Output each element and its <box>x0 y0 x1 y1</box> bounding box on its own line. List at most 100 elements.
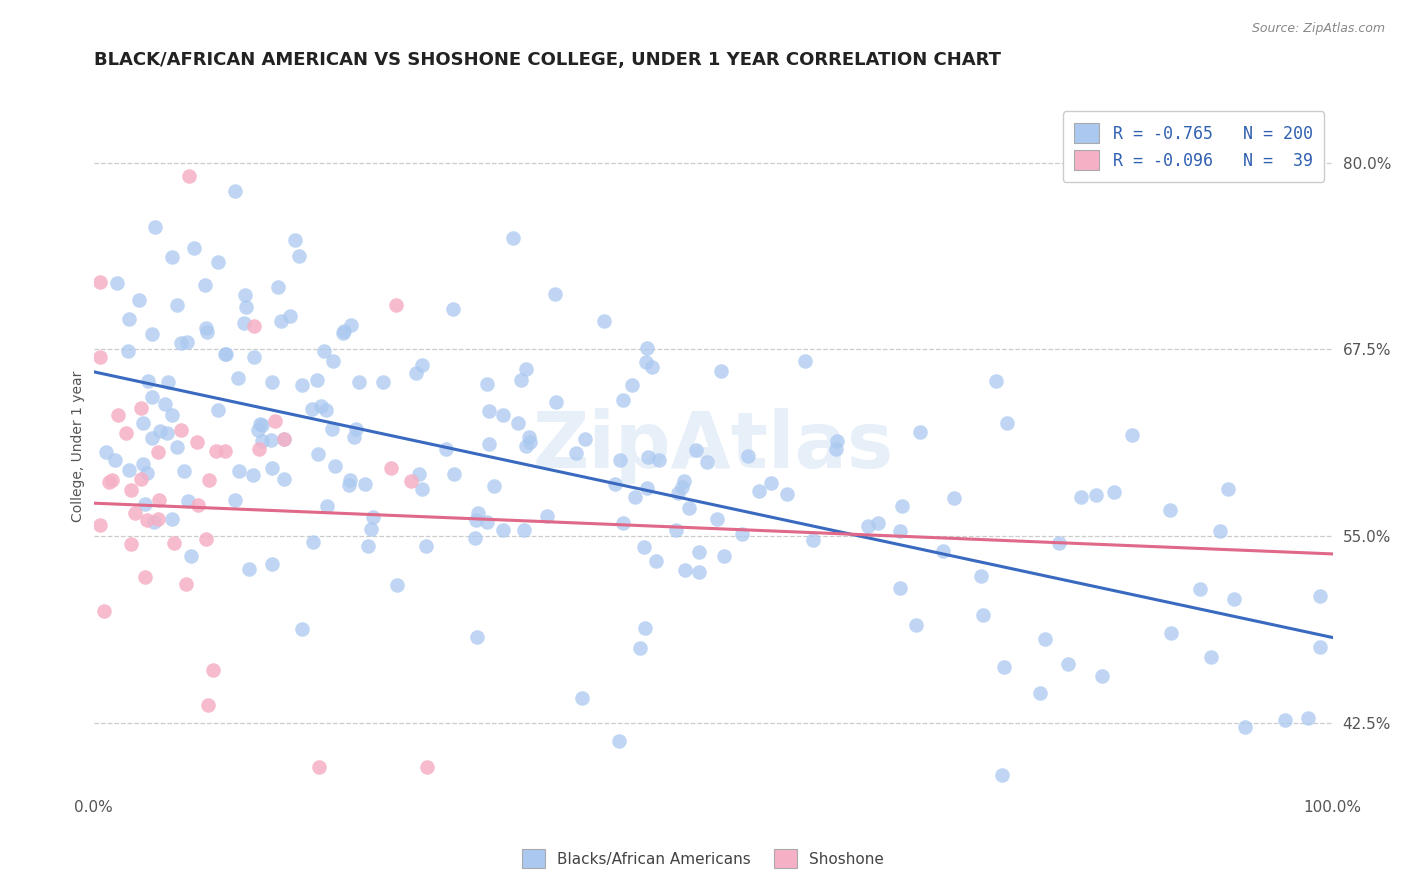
Point <box>1296 711 1319 725</box>
Point <box>347 375 370 389</box>
Point <box>357 539 380 553</box>
Point <box>943 491 966 506</box>
Point <box>322 353 344 368</box>
Point <box>731 526 754 541</box>
Point <box>260 461 283 475</box>
Point <box>118 463 141 477</box>
Point <box>160 512 183 526</box>
Point <box>270 314 292 328</box>
Point <box>411 482 433 496</box>
Point <box>603 476 626 491</box>
Point <box>89 517 111 532</box>
Point <box>984 375 1007 389</box>
Point <box>302 534 325 549</box>
Point <box>247 442 270 457</box>
Point <box>825 442 848 456</box>
Point <box>508 416 530 430</box>
Point <box>415 539 437 553</box>
Point <box>1029 686 1052 700</box>
Point <box>321 422 343 436</box>
Legend: R = -0.765   N = 200, R = -0.096   N =  39: R = -0.765 N = 200, R = -0.096 N = 39 <box>1063 112 1324 182</box>
Point <box>315 402 337 417</box>
Point <box>685 442 707 457</box>
Point <box>607 733 630 747</box>
Point <box>574 432 596 446</box>
Point <box>993 660 1015 674</box>
Point <box>194 321 217 335</box>
Point <box>120 483 142 497</box>
Point <box>634 621 657 635</box>
Text: BLACK/AFRICAN AMERICAN VS SHOSHONE COLLEGE, UNDER 1 YEAR CORRELATION CHART: BLACK/AFRICAN AMERICAN VS SHOSHONE COLLE… <box>94 51 1001 69</box>
Point <box>89 275 111 289</box>
Point <box>515 439 537 453</box>
Point <box>136 374 159 388</box>
Point <box>467 506 489 520</box>
Point <box>612 393 634 408</box>
Point <box>250 434 273 448</box>
Point <box>519 435 541 450</box>
Point <box>187 499 209 513</box>
Point <box>1090 669 1112 683</box>
Point <box>640 359 662 374</box>
Point <box>1159 503 1181 517</box>
Point <box>633 540 655 554</box>
Point <box>141 327 163 342</box>
Point <box>201 663 224 677</box>
Point <box>180 549 202 563</box>
Point <box>515 362 537 376</box>
Point <box>166 440 188 454</box>
Point <box>482 478 505 492</box>
Point <box>340 318 363 333</box>
Point <box>825 434 848 449</box>
Point <box>162 536 184 550</box>
Point <box>157 375 180 389</box>
Point <box>678 501 700 516</box>
Point <box>142 515 165 529</box>
Point <box>688 545 710 559</box>
Point <box>169 423 191 437</box>
Point <box>176 335 198 350</box>
Point <box>288 249 311 263</box>
Point <box>252 418 274 433</box>
Point <box>273 432 295 446</box>
Point <box>995 416 1018 430</box>
Point <box>263 415 285 429</box>
Point <box>153 397 176 411</box>
Point <box>118 311 141 326</box>
Point <box>1309 589 1331 603</box>
Point <box>173 464 195 478</box>
Point <box>478 403 501 417</box>
Point <box>242 350 264 364</box>
Point <box>672 474 695 488</box>
Point <box>405 366 427 380</box>
Point <box>891 499 914 513</box>
Point <box>1209 524 1232 538</box>
Point <box>134 570 156 584</box>
Point <box>105 276 128 290</box>
Point <box>748 484 770 499</box>
Point <box>492 524 515 538</box>
Point <box>634 354 657 368</box>
Point <box>235 301 257 315</box>
Text: Source: ZipAtlas.com: Source: ZipAtlas.com <box>1251 22 1385 36</box>
Point <box>628 641 651 656</box>
Point <box>309 399 332 413</box>
Point <box>512 523 534 537</box>
Point <box>124 506 146 520</box>
Point <box>361 510 384 524</box>
Point <box>759 476 782 491</box>
Point <box>233 316 256 330</box>
Legend: Blacks/African Americans, Shoshone: Blacks/African Americans, Shoshone <box>515 841 891 875</box>
Point <box>312 344 335 359</box>
Point <box>273 472 295 486</box>
Point <box>242 467 264 482</box>
Point <box>696 455 718 469</box>
Point <box>464 531 486 545</box>
Point <box>1160 625 1182 640</box>
Point <box>183 241 205 255</box>
Point <box>135 513 157 527</box>
Point <box>776 487 799 501</box>
Point <box>195 532 218 546</box>
Point <box>636 341 658 355</box>
Point <box>141 390 163 404</box>
